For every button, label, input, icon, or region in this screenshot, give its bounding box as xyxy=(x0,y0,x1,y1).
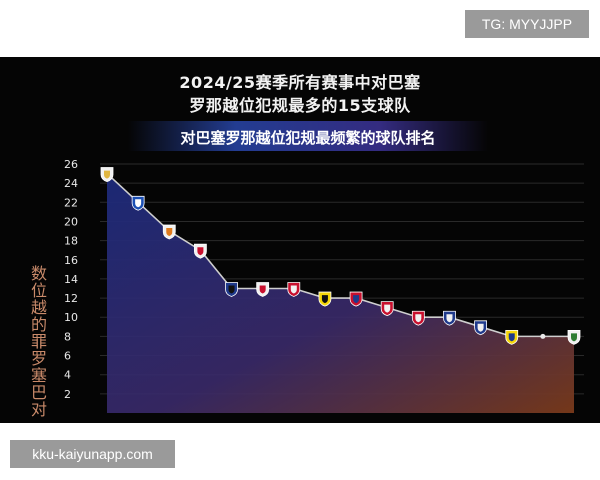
y-tick-label: 24 xyxy=(64,177,78,190)
leganes-crest-icon xyxy=(567,329,581,345)
chart-title-line-2: 罗那越位犯规最多的15支球队 xyxy=(189,96,411,115)
villarreal-crest-icon xyxy=(505,329,519,345)
y-tick-label: 16 xyxy=(64,254,78,267)
mallorca-crest-icon xyxy=(411,310,425,326)
data-point xyxy=(540,333,546,339)
brighton-crest-icon xyxy=(131,195,145,211)
chart-panel: 2 4 6 8 10 12 14 16 18 20 22 24 26 2024/25赛季所有赛事中对巴塞… xyxy=(0,57,600,423)
y-axis-label: 数位越的罪罗塞巴对 xyxy=(28,265,47,418)
y-tick-label: 6 xyxy=(64,350,71,363)
real-madrid-crest-icon xyxy=(100,167,114,182)
dortmund-crest-icon xyxy=(318,291,332,307)
watermark-bottom: kku-kaiyunapp.com xyxy=(10,440,175,468)
watermark-top: TG: MYYJJPP xyxy=(465,10,589,38)
sevilla-crest-icon xyxy=(193,243,207,259)
girona-crest-icon xyxy=(287,282,301,297)
subtitle-band xyxy=(128,121,488,151)
chart-title-line-1: 2024/25赛季所有赛事中对巴塞 xyxy=(179,73,421,92)
area-fill xyxy=(107,173,574,413)
getafe-crest-icon xyxy=(474,320,488,336)
y-tick-label: 10 xyxy=(64,311,78,324)
y-tick-label: 4 xyxy=(64,369,71,382)
valencia-crest-icon xyxy=(162,224,176,240)
y-tick-label: 14 xyxy=(64,273,78,286)
atletico-madrid-crest-icon xyxy=(349,291,363,307)
espanyol-crest-icon xyxy=(443,310,456,326)
series-line xyxy=(106,172,574,338)
y-tick-label: 18 xyxy=(64,235,78,248)
y-tick-label: 22 xyxy=(64,196,78,209)
inter-crest-icon xyxy=(225,282,238,297)
chart-subtitle: 对巴塞罗那越位犯规最频繁的球队排名 xyxy=(180,129,436,147)
y-tick-label: 20 xyxy=(64,215,78,228)
y-tick-label: 12 xyxy=(64,292,78,305)
y-tick-label: 8 xyxy=(64,330,71,343)
y-tick-label: 26 xyxy=(64,158,78,171)
athletic-bilbao-crest-icon xyxy=(256,282,270,297)
y-tick-label: 2 xyxy=(64,388,71,401)
osasuna-crest-icon xyxy=(380,301,394,317)
